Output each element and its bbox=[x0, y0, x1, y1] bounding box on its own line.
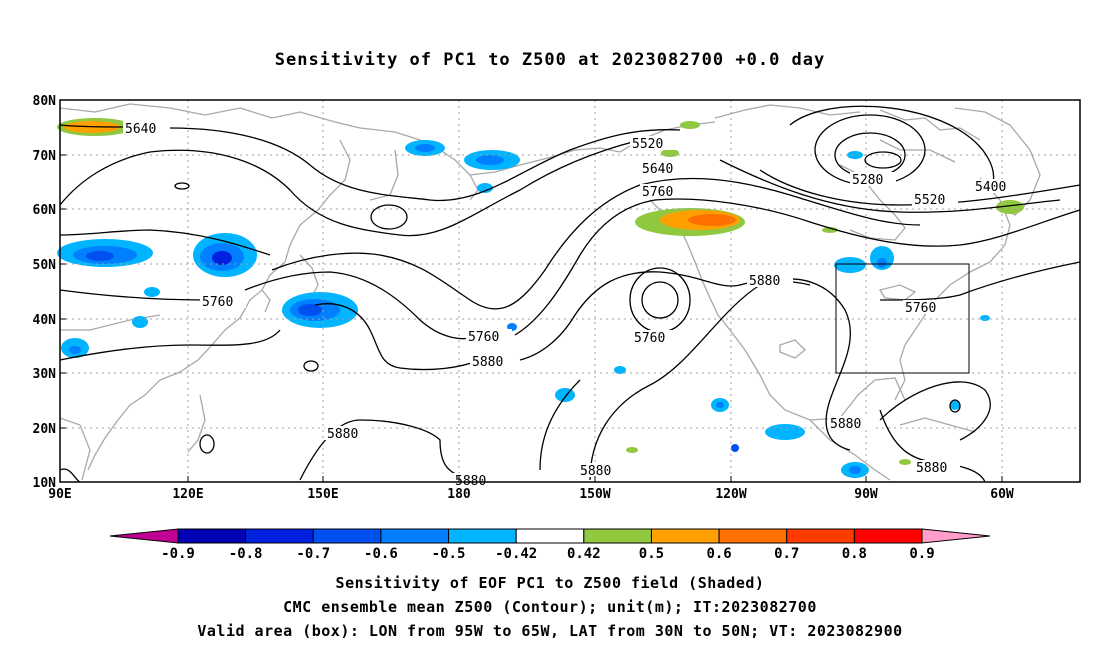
colorbar-label: -0.42 bbox=[495, 546, 537, 562]
contour-label: 5760 bbox=[468, 330, 499, 345]
lon-label: 180 bbox=[447, 487, 471, 502]
lat-label: 10N bbox=[33, 476, 57, 491]
lat-label: 20N bbox=[33, 422, 57, 437]
colorbar-segment bbox=[718, 528, 788, 544]
lon-label: 150E bbox=[307, 487, 338, 502]
colorbar-label: 0.5 bbox=[639, 546, 664, 562]
lat-axis: 80N 70N 60N 50N 40N 30N 20N 10N bbox=[33, 94, 66, 491]
footer-line-3: Valid area (box): LON from 95W to 65W, L… bbox=[197, 622, 903, 640]
lat-label: 40N bbox=[33, 313, 57, 328]
colorbar-segment bbox=[245, 528, 314, 544]
colorbar-label: 0.7 bbox=[774, 546, 799, 562]
colorbar-segment bbox=[177, 528, 247, 544]
colorbar-over-triangle bbox=[921, 528, 991, 544]
colorbar-label: 0.6 bbox=[706, 546, 731, 562]
footer-line-2: CMC ensemble mean Z500 (Contour); unit(m… bbox=[283, 598, 817, 616]
contour-label: 5880 bbox=[749, 274, 780, 289]
contour-label: 5640 bbox=[125, 122, 156, 137]
colorbar-label: -0.7 bbox=[296, 546, 330, 562]
contour-label: 5520 bbox=[914, 193, 945, 208]
contour-label: 5880 bbox=[327, 427, 358, 442]
contour-label: 5880 bbox=[916, 461, 947, 476]
lat-label: 60N bbox=[33, 203, 57, 218]
contour-label: 5880 bbox=[472, 355, 503, 370]
colorbar-label: -0.9 bbox=[161, 546, 195, 562]
colorbar-label: -0.6 bbox=[364, 546, 398, 562]
lat-label: 30N bbox=[33, 367, 57, 382]
map-frame bbox=[59, 99, 1081, 483]
contour-label: 5520 bbox=[632, 137, 663, 152]
graticule bbox=[60, 100, 1080, 482]
contour-label: 5880 bbox=[830, 417, 861, 432]
colorbar-label: 0.9 bbox=[909, 546, 934, 562]
contour-label: 5400 bbox=[975, 180, 1006, 195]
colorbar-segment bbox=[515, 528, 585, 544]
colorbar-segment bbox=[583, 528, 652, 544]
contour-label: 5640 bbox=[642, 162, 673, 177]
lon-label: 120E bbox=[172, 487, 203, 502]
lon-label: 60W bbox=[990, 487, 1014, 502]
colorbar-segment bbox=[448, 528, 517, 544]
lon-axis: 90E 120E 150E 180 150W 120W 90W 60W bbox=[48, 476, 1014, 502]
lon-label: 90E bbox=[48, 487, 71, 502]
contour-label: 5280 bbox=[852, 173, 883, 188]
colorbar-segment bbox=[380, 528, 450, 544]
lat-label: 50N bbox=[33, 258, 57, 273]
colorbar-under-triangle bbox=[109, 528, 179, 544]
contour-label: 5760 bbox=[634, 331, 665, 346]
colorbar-segment bbox=[853, 528, 923, 544]
colorbar-label: 0.8 bbox=[842, 546, 867, 562]
contour-label: 5880 bbox=[580, 464, 611, 479]
contour-label: 5760 bbox=[202, 295, 233, 310]
lat-label: 80N bbox=[33, 94, 57, 109]
lon-label: 120W bbox=[715, 487, 746, 502]
colorbar: -0.9 -0.8 -0.7 -0.6 -0.5 -0.42 0.42 0.5 0.6 0.7 0.… bbox=[109, 528, 991, 562]
lat-label: 70N bbox=[33, 149, 57, 164]
lon-label: 150W bbox=[579, 487, 610, 502]
contour-label: 5760 bbox=[642, 185, 673, 200]
colorbar-segment bbox=[786, 528, 855, 544]
colorbar-label: -0.8 bbox=[229, 546, 263, 562]
colorbar-segment bbox=[312, 528, 382, 544]
plot-title: Sensitivity of PC1 to Z500 at 2023082700… bbox=[274, 50, 826, 70]
lon-label: 90W bbox=[854, 487, 878, 502]
colorbar-segment bbox=[650, 528, 720, 544]
colorbar-label: -0.5 bbox=[432, 546, 466, 562]
contour-label: 5760 bbox=[905, 301, 936, 316]
footer-line-1: Sensitivity of EOF PC1 to Z500 field (Sh… bbox=[335, 574, 765, 592]
colorbar-label: 0.42 bbox=[567, 546, 601, 562]
contour-labels: 5640 5520 5640 5760 5280 5400 5520 5760 … bbox=[123, 121, 1019, 489]
valid-area-box bbox=[835, 263, 970, 374]
